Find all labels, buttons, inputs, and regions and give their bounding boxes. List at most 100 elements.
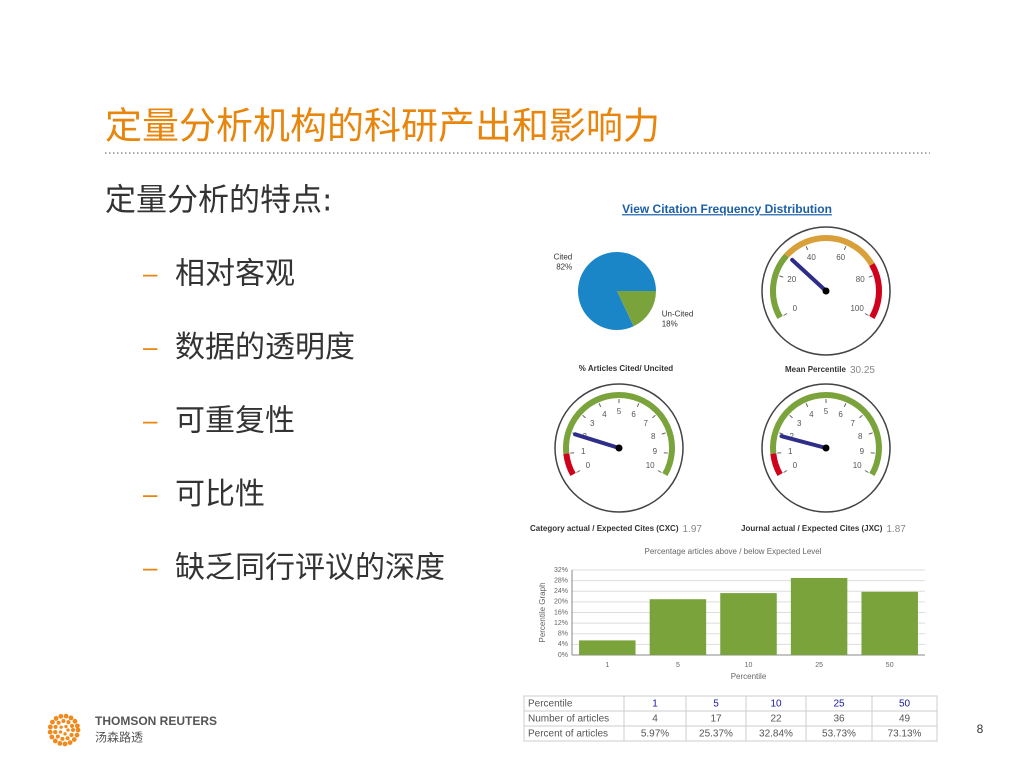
logo-dot <box>68 715 74 721</box>
logo-dot <box>74 723 80 729</box>
gauge-tick-label: 100 <box>850 304 864 313</box>
table-cell: 5 <box>713 699 719 710</box>
table-cell: 49 <box>899 714 911 725</box>
gauge-tick-label: 80 <box>856 275 865 284</box>
y-tick-label: 8% <box>558 631 568 638</box>
bar <box>579 640 636 655</box>
gauge-tick-label: 6 <box>838 410 843 419</box>
table-cell: 32.84% <box>759 729 793 740</box>
gauge-tick-label: 9 <box>653 447 658 456</box>
gauge-value: 30.25 <box>850 365 875 376</box>
x-tick-label: 1 <box>605 662 609 669</box>
subtitle: 定量分析的特点: <box>105 183 332 219</box>
y-tick-label: 20% <box>554 599 568 606</box>
table-cell: 25.37% <box>699 729 733 740</box>
gauge-title: Journal actual / Expected Cites (JXC) 1.8… <box>741 524 906 535</box>
gauge-tick <box>783 470 788 473</box>
x-axis-label: Percentile <box>731 672 767 681</box>
bullet: 可重复性 <box>175 404 295 439</box>
table-cell: 50 <box>899 699 911 710</box>
gauge-title: Category actual / Expected Cites (CXC) 1.… <box>530 524 702 535</box>
gauge-tick <box>576 470 581 473</box>
gauge-tick-label: 8 <box>651 432 656 441</box>
table-cell: 4 <box>652 714 658 725</box>
logo-dot <box>65 736 70 741</box>
logo-dot <box>67 740 73 746</box>
bullet-marker: – <box>143 331 158 361</box>
gauge-band <box>784 235 875 267</box>
gauge-tick <box>636 403 640 408</box>
logo-dot <box>53 716 59 721</box>
gauge-tick-label: 1 <box>788 447 793 456</box>
slide-title: 定量分析机构的科研产出和影响力 <box>105 105 660 148</box>
logo-dot <box>57 740 63 746</box>
table-cell: Percentile <box>528 699 573 710</box>
gauge-tick-label: 9 <box>860 447 865 456</box>
pie-value-label: 18% <box>662 320 678 329</box>
gauge-tick <box>843 403 847 408</box>
gauge-tick <box>805 246 809 251</box>
gauge-band <box>563 392 675 476</box>
bar <box>720 593 777 655</box>
bullet-marker: – <box>143 258 158 288</box>
gauge-hub <box>615 444 623 452</box>
table-cell: 22 <box>770 714 782 725</box>
gauge-tick <box>582 414 586 419</box>
bar <box>649 599 707 655</box>
logo-name-cn: 汤森路透 <box>95 730 143 745</box>
gauge-title-text: Category actual / Expected Cites (CXC) <box>530 524 679 533</box>
gauge-tick <box>779 432 784 435</box>
gauge-title: Mean Percentile 30.25 <box>785 365 875 376</box>
gauge-tick-label: 60 <box>836 253 845 262</box>
gauge-tick-label: 40 <box>807 253 816 262</box>
gauge-band <box>563 453 576 476</box>
gauge-tick <box>661 432 666 435</box>
gauge-tick <box>868 275 873 278</box>
logo-dot <box>50 719 55 725</box>
gauge-tick-label: 7 <box>851 419 856 428</box>
gauge-hub <box>822 444 830 452</box>
table-cell: 5.97% <box>641 729 669 740</box>
logo-dot <box>52 738 58 744</box>
y-tick-label: 4% <box>558 641 568 648</box>
gauge-tick-label: 10 <box>853 461 862 470</box>
bullet: 相对客观 <box>175 257 295 292</box>
gauge-hub <box>822 287 830 295</box>
gauge-tick-label: 7 <box>644 419 649 428</box>
y-tick-label: 16% <box>554 609 568 616</box>
gauge-tick <box>779 275 784 278</box>
bullet-marker: – <box>143 478 158 508</box>
logo-dot <box>69 723 75 729</box>
logo-dot <box>47 729 53 735</box>
gauge-tick <box>783 313 788 316</box>
table-cell: Percent of articles <box>528 729 608 740</box>
gauge-tick-label: 4 <box>809 410 814 419</box>
logo-dot <box>74 732 80 738</box>
y-tick-label: 12% <box>554 620 568 627</box>
table-cell: 1 <box>652 699 658 710</box>
logo-dot <box>47 724 53 730</box>
logo-dot <box>63 732 67 736</box>
gauge-needle <box>573 432 621 450</box>
logo-dot <box>60 736 65 741</box>
pie-slice <box>617 291 656 327</box>
gauge-title-text: Mean Percentile <box>785 365 846 374</box>
y-axis-label: Percentile Graph <box>538 582 547 642</box>
gauge-tick <box>598 403 602 408</box>
page-number: 8 <box>977 722 984 736</box>
pie-label: Un-Cited <box>662 310 694 319</box>
gauge-tick <box>657 470 662 473</box>
logo-dot <box>53 724 58 729</box>
logo-dot <box>56 720 61 725</box>
logo-dot <box>59 725 63 729</box>
table-cell: 73.13% <box>888 729 922 740</box>
gauge-tick-label: 5 <box>617 407 622 416</box>
gauge-band <box>770 392 882 476</box>
table-cell: 10 <box>770 699 782 710</box>
x-tick-label: 50 <box>886 662 894 669</box>
gauge-value: 1.97 <box>682 524 702 535</box>
gauge-tick <box>652 414 656 419</box>
logo-dot <box>69 732 74 737</box>
table-cell: 36 <box>833 714 845 725</box>
link[interactable]: View Citation Frequency Distribution <box>622 202 832 216</box>
